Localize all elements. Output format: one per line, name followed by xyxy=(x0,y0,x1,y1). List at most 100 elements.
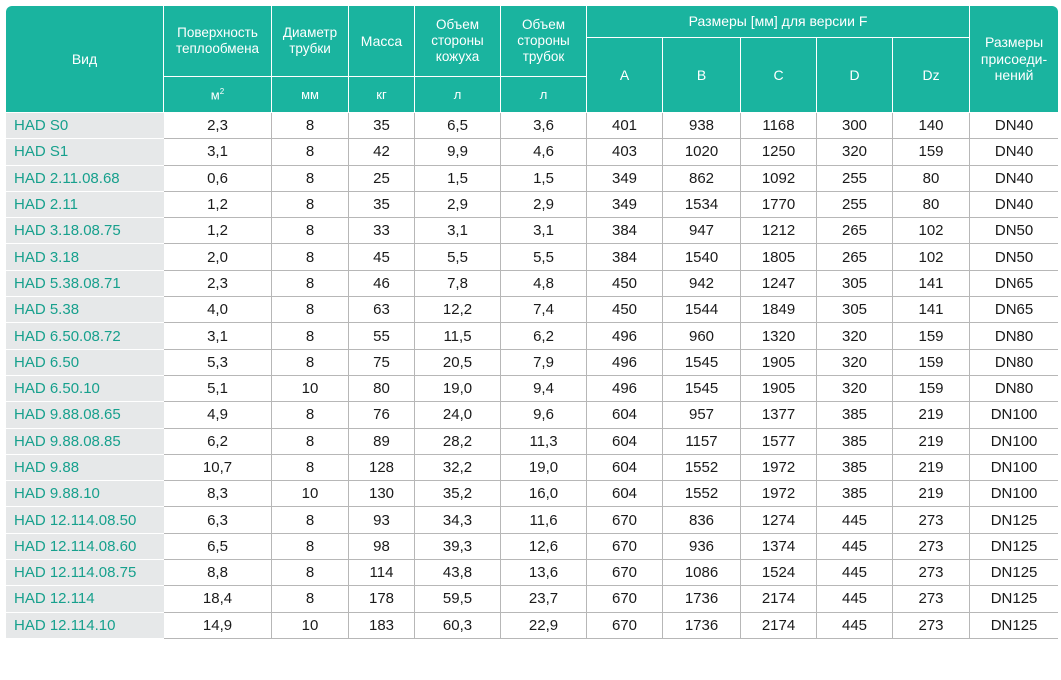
cell-shell-volume: 59,5 xyxy=(415,586,501,613)
cell-model: HAD 12.114.08.50 xyxy=(6,507,164,534)
cell-c: 1972 xyxy=(741,481,817,508)
cell-surface: 3,1 xyxy=(164,323,272,350)
cell-c: 2174 xyxy=(741,586,817,613)
cell-b: 947 xyxy=(663,218,741,245)
cell-dz: 219 xyxy=(893,481,971,508)
cell-dz: 140 xyxy=(893,113,971,140)
cell-shell-volume: 35,2 xyxy=(415,481,501,508)
cell-shell-volume: 6,5 xyxy=(415,113,501,140)
cell-surface: 6,2 xyxy=(164,428,272,455)
cell-c: 2174 xyxy=(741,612,817,639)
table-row: HAD 9.88 10,7 8 128 32,2 19,0 604 1552 1972 385 21… xyxy=(6,454,1059,482)
table-row: HAD 12.114.08.50 6,3 8 93 34,3 11,6 670 836 1274… xyxy=(6,507,1059,534)
cell-c: 1377 xyxy=(741,402,817,429)
cell-b: 1736 xyxy=(663,586,741,613)
cell-b: 960 xyxy=(663,323,741,350)
cell-c: 1770 xyxy=(741,191,817,219)
cell-shell-volume: 11,5 xyxy=(415,323,501,350)
cell-surface: 2,3 xyxy=(164,113,272,140)
cell-c: 1577 xyxy=(741,428,817,455)
cell-connection: DN100 xyxy=(970,429,1059,455)
cell-dz: 273 xyxy=(893,507,971,534)
table-row: HAD S0 2,3 8 35 6,5 3,6 401 938 1168 300 140 DN40 xyxy=(6,113,1059,140)
cell-model: HAD 6.50.08.72 xyxy=(6,323,164,350)
cell-tube-volume: 11,6 xyxy=(501,507,587,534)
cell-connection: DN125 xyxy=(970,560,1059,587)
cell-d: 305 xyxy=(817,297,893,324)
cell-diameter: 8 xyxy=(272,244,349,271)
cell-d: 385 xyxy=(817,454,893,482)
cell-mass: 75 xyxy=(349,349,415,376)
cell-d: 320 xyxy=(817,323,893,350)
cell-surface: 5,3 xyxy=(164,349,272,376)
cell-surface: 4,0 xyxy=(164,297,272,324)
table-row: HAD 12.114.08.75 8,8 8 114 43,8 13,6 670 1086 15… xyxy=(6,560,1059,587)
cell-connection: DN80 xyxy=(970,323,1059,350)
cell-c: 1374 xyxy=(741,533,817,561)
cell-shell-volume: 5,5 xyxy=(415,244,501,271)
unit-mass: кг xyxy=(349,77,415,113)
cell-c: 1849 xyxy=(741,297,817,324)
cell-shell-volume: 2,9 xyxy=(415,191,501,219)
cell-a: 450 xyxy=(587,270,663,298)
cell-diameter: 8 xyxy=(272,507,349,534)
cell-connection: DN80 xyxy=(970,376,1059,403)
cell-b: 1540 xyxy=(663,244,741,271)
cell-dz: 159 xyxy=(893,375,971,403)
cell-b: 1545 xyxy=(663,375,741,403)
header-connection: Размеры присоеди-нений xyxy=(970,6,1059,113)
cell-a: 670 xyxy=(587,507,663,534)
cell-dz: 102 xyxy=(893,218,971,245)
cell-mass: 35 xyxy=(349,113,415,140)
cell-diameter: 8 xyxy=(272,560,349,587)
cell-a: 403 xyxy=(587,139,663,166)
cell-diameter: 8 xyxy=(272,218,349,245)
cell-tube-volume: 9,4 xyxy=(501,375,587,403)
cell-tube-volume: 16,0 xyxy=(501,481,587,508)
header-tube-volume: Объем стороны трубок xyxy=(501,6,587,77)
cell-surface: 5,1 xyxy=(164,375,272,403)
cell-dz: 219 xyxy=(893,428,971,455)
cell-a: 450 xyxy=(587,297,663,324)
cell-connection: DN65 xyxy=(970,297,1059,324)
cell-c: 1247 xyxy=(741,270,817,298)
cell-a: 670 xyxy=(587,533,663,561)
cell-shell-volume: 39,3 xyxy=(415,533,501,561)
cell-d: 265 xyxy=(817,218,893,245)
cell-model: HAD 5.38 xyxy=(6,297,164,324)
cell-tube-volume: 5,5 xyxy=(501,244,587,271)
cell-tube-volume: 23,7 xyxy=(501,586,587,613)
cell-mass: 25 xyxy=(349,165,415,192)
header-b: B xyxy=(663,38,741,113)
cell-mass: 178 xyxy=(349,586,415,613)
cell-mass: 42 xyxy=(349,139,415,166)
cell-a: 604 xyxy=(587,402,663,429)
cell-shell-volume: 43,8 xyxy=(415,560,501,587)
cell-model: HAD 6.50.10 xyxy=(6,375,164,403)
cell-connection: DN50 xyxy=(970,218,1059,245)
cell-model: HAD S1 xyxy=(6,139,164,166)
cell-model: HAD 12.114.10 xyxy=(6,612,164,639)
cell-diameter: 8 xyxy=(272,270,349,298)
cell-tube-volume: 1,5 xyxy=(501,165,587,192)
cell-shell-volume: 7,8 xyxy=(415,270,501,298)
cell-d: 305 xyxy=(817,270,893,298)
cell-b: 1534 xyxy=(663,191,741,219)
cell-a: 349 xyxy=(587,165,663,192)
table-row: HAD 6.50 5,3 8 75 20,5 7,9 496 1545 1905 320 159 DN… xyxy=(6,349,1059,376)
cell-model: HAD 12.114.08.60 xyxy=(6,533,164,561)
table-row: HAD 9.88.08.85 6,2 8 89 28,2 11,3 604 1157 1577 3… xyxy=(6,428,1059,455)
cell-tube-volume: 3,6 xyxy=(501,113,587,140)
cell-connection: DN80 xyxy=(970,350,1059,376)
table-row: HAD 3.18.08.75 1,2 8 33 3,1 3,1 384 947 1212 265 1… xyxy=(6,218,1059,245)
cell-mass: 98 xyxy=(349,533,415,561)
cell-dz: 141 xyxy=(893,270,971,298)
cell-dz: 273 xyxy=(893,612,971,639)
cell-mass: 55 xyxy=(349,323,415,350)
cell-connection: DN65 xyxy=(970,271,1059,298)
cell-connection: DN100 xyxy=(970,455,1059,482)
cell-b: 1552 xyxy=(663,454,741,482)
cell-mass: 93 xyxy=(349,507,415,534)
cell-surface: 6,5 xyxy=(164,533,272,561)
cell-d: 445 xyxy=(817,612,893,639)
